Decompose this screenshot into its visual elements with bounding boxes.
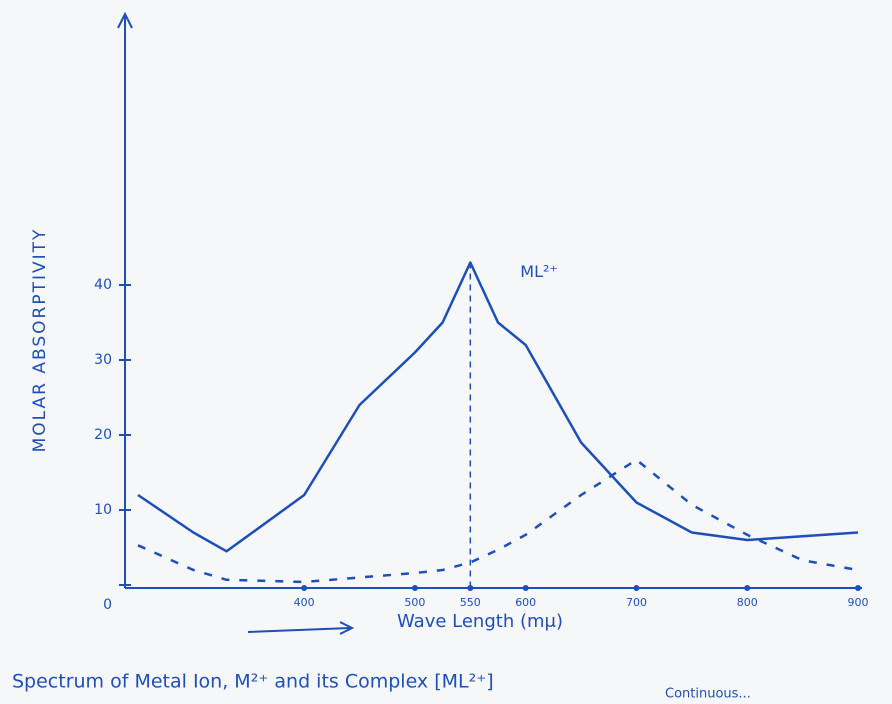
x-tick: [522, 585, 529, 591]
x-tick-label: 500: [404, 596, 425, 609]
x-tick-label: 900: [848, 596, 869, 609]
x-tick-label: 400: [294, 596, 315, 609]
series-label: ML²⁺: [520, 262, 558, 281]
y-tick-label: 30: [94, 352, 112, 368]
x-tick: [855, 585, 861, 591]
caption: Spectrum of Metal Ion, M²⁺ and its Compl…: [12, 671, 494, 693]
x-tick: [411, 585, 418, 591]
x-tick: [633, 585, 640, 591]
x-axis-label: Wave Length (mμ): [397, 611, 563, 632]
y-axis-arrow: [117, 11, 133, 29]
x-label-arrow: [247, 621, 355, 635]
x-tick-label: 800: [737, 596, 758, 609]
y-tick-label: 10: [94, 502, 112, 518]
footnote: Continuous...: [665, 687, 751, 702]
y-tick-label: 40: [94, 277, 112, 293]
y-axis-label: MOLAR ABSORPTIVITY: [30, 228, 50, 453]
y-tick-label: 20: [94, 427, 112, 443]
x-tick-label: 700: [626, 596, 647, 609]
x-tick: [467, 585, 474, 591]
x-tick-label: 600: [515, 596, 536, 609]
x-tick-label: 550: [460, 596, 481, 609]
x-tick: [301, 585, 308, 591]
y-tick-label: 0: [103, 597, 112, 613]
x-tick: [744, 585, 751, 591]
series-line: [137, 261, 859, 553]
